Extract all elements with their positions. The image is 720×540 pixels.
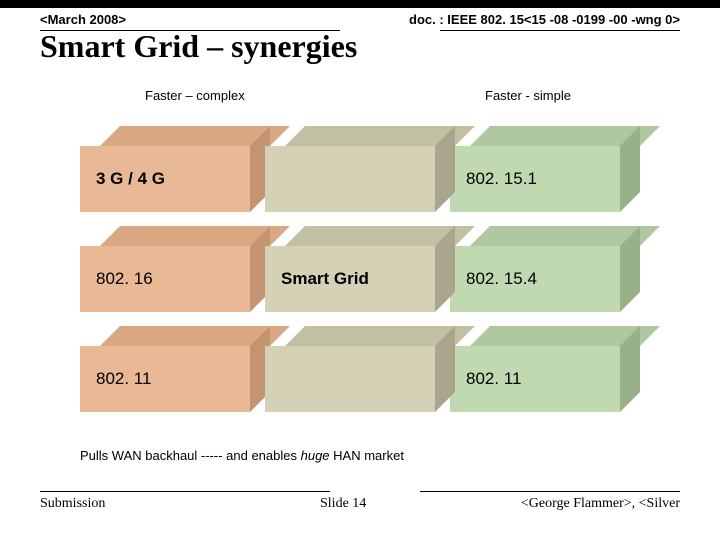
box-right-1-label: 802. 15.4	[450, 246, 620, 312]
box-left-1-label: 802. 16	[80, 246, 250, 312]
box-center-2-label	[265, 346, 435, 412]
column-label-right: Faster - simple	[485, 88, 571, 103]
header-date: <March 2008>	[40, 12, 126, 27]
box-center-0	[265, 126, 455, 212]
box-left-0-label: 3 G / 4 G	[80, 146, 250, 212]
box-left-1: 802. 16	[80, 226, 270, 312]
footer-submission: Submission	[40, 496, 105, 512]
box-center-1-label: Smart Grid	[265, 246, 435, 312]
box-right-0-label: 802. 15.1	[450, 146, 620, 212]
box-left-2: 802. 11	[80, 326, 270, 412]
caption-pre: Pulls WAN backhaul ----- and enables	[80, 448, 301, 463]
box-right-1: 802. 15.4	[450, 226, 640, 312]
header-black-bar	[0, 0, 720, 8]
footer-author: <George Flammer>, <Silver	[521, 496, 680, 512]
box-center-1: Smart Grid	[265, 226, 455, 312]
box-center-0-label	[265, 146, 435, 212]
box-left-0: 3 G / 4 G	[80, 126, 270, 212]
caption-huge: huge	[301, 448, 330, 463]
header-rule-right	[440, 30, 680, 31]
footer-rule-left	[40, 491, 330, 492]
caption: Pulls WAN backhaul ----- and enables hug…	[80, 448, 404, 463]
box-right-2: 802. 11	[450, 326, 640, 412]
caption-post: HAN market	[330, 448, 404, 463]
box-right-0: 802. 15.1	[450, 126, 640, 212]
box-center-2	[265, 326, 455, 412]
header-docid: doc. : IEEE 802. 15<15 -08 -0199 -00 -wn…	[409, 12, 680, 27]
footer-slide-number: Slide 14	[320, 496, 366, 512]
box-left-2-label: 802. 11	[80, 346, 250, 412]
slide-title: Smart Grid – synergies	[40, 28, 357, 65]
synergies-chart: Faster – complexJust RightFaster - simpl…	[80, 88, 640, 428]
column-label-left: Faster – complex	[145, 88, 245, 103]
box-right-2-label: 802. 11	[450, 346, 620, 412]
footer-rule-right	[420, 491, 680, 492]
